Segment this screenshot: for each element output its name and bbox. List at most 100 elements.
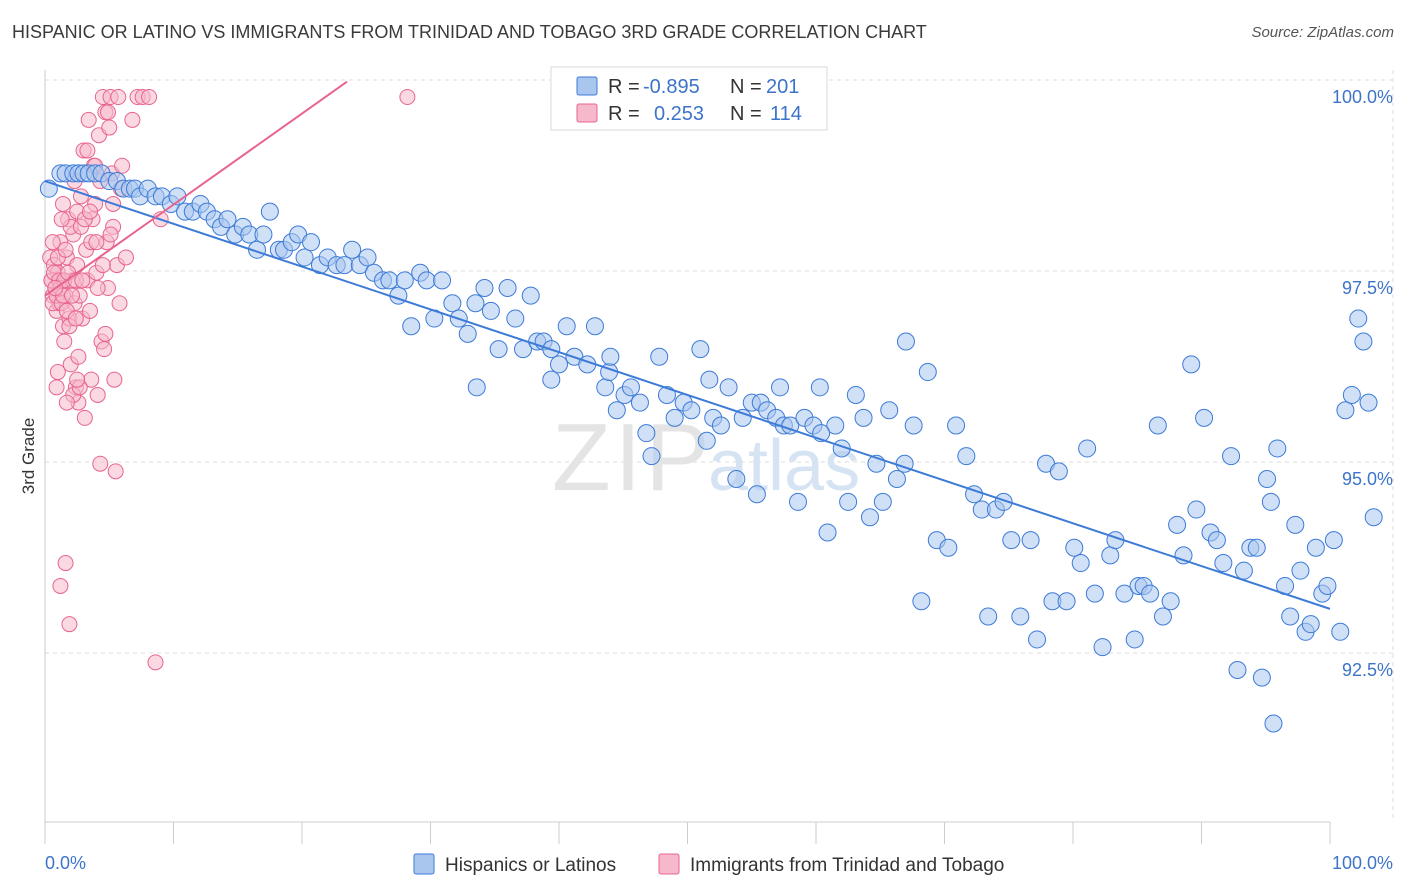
hispanic-point-80 bbox=[630, 393, 649, 412]
hispanic-point-161 bbox=[1234, 561, 1253, 580]
trinidad-point-109 bbox=[399, 89, 416, 105]
x-tick-label-0: 0.0% bbox=[45, 853, 86, 873]
hispanic-point-61 bbox=[481, 301, 500, 320]
trinidad-point-57 bbox=[117, 249, 134, 266]
hispanic-point-92 bbox=[727, 470, 746, 488]
trinidad-point-96 bbox=[94, 257, 111, 274]
trinidad-point-105 bbox=[69, 371, 86, 388]
hispanic-point-105 bbox=[826, 416, 845, 435]
hispanic-point-58 bbox=[458, 324, 477, 343]
stats-swatch-pink bbox=[576, 103, 598, 123]
trinidad-point-107 bbox=[81, 203, 98, 220]
stats-n-value-2: 114 bbox=[770, 103, 802, 125]
hispanic-point-153 bbox=[1182, 355, 1201, 374]
hispanic-point-120 bbox=[939, 538, 958, 557]
hispanic-point-86 bbox=[682, 401, 701, 420]
trinidad-point-77 bbox=[57, 241, 74, 258]
hispanic-point-188 bbox=[771, 378, 790, 397]
hispanic-point-100 bbox=[789, 492, 808, 511]
hispanic-point-167 bbox=[1264, 714, 1283, 733]
hispanic-point-157 bbox=[1207, 531, 1226, 550]
hispanic-point-137 bbox=[1071, 554, 1090, 573]
stats-n-value-1: 201 bbox=[766, 76, 799, 98]
hispanic-point-172 bbox=[1291, 561, 1310, 580]
hispanic-point-147 bbox=[1141, 584, 1160, 603]
hispanic-point-71 bbox=[557, 317, 576, 336]
hispanic-point-182 bbox=[1349, 309, 1368, 328]
hispanic-point-91 bbox=[719, 378, 738, 397]
hispanic-point-139 bbox=[1085, 584, 1104, 603]
hispanic-point-141 bbox=[1101, 546, 1120, 565]
hispanic-point-181 bbox=[1342, 385, 1361, 404]
trinidad-point-58 bbox=[124, 111, 141, 128]
hispanic-point-180 bbox=[1336, 401, 1355, 420]
hispanic-point-37 bbox=[295, 248, 314, 267]
y-tick-label-2: 97.5% bbox=[1342, 278, 1393, 298]
hispanic-point-136 bbox=[1065, 538, 1084, 557]
hispanic-point-140 bbox=[1093, 638, 1112, 657]
trinidad-point-113 bbox=[48, 379, 65, 396]
hispanic-point-179 bbox=[1331, 622, 1350, 641]
trinidad-point-31 bbox=[81, 302, 98, 319]
hispanic-point-135 bbox=[1057, 592, 1076, 611]
hispanic-point-63 bbox=[498, 279, 517, 297]
hispanic-point-103 bbox=[810, 378, 829, 397]
stats-n-label-1: N = bbox=[730, 76, 762, 98]
stats-n-label-2: N = bbox=[730, 103, 762, 125]
hispanic-point-159 bbox=[1222, 447, 1241, 466]
trinidad-point-51 bbox=[107, 463, 124, 480]
hispanic-point-184 bbox=[1359, 393, 1378, 412]
hispanic-point-26 bbox=[218, 210, 237, 229]
hispanic-point-168 bbox=[1268, 439, 1287, 458]
x-tick-label-1: 100.0% bbox=[1332, 853, 1393, 873]
trinidad-point-106 bbox=[74, 272, 91, 289]
hispanic-point-117 bbox=[912, 592, 931, 611]
hispanic-point-160 bbox=[1228, 661, 1247, 679]
hispanic-point-114 bbox=[887, 470, 906, 488]
hispanic-point-128 bbox=[1002, 531, 1021, 550]
trinidad-trend-line bbox=[44, 80, 348, 297]
trinidad-point-104 bbox=[58, 394, 75, 411]
trinidad-point-42 bbox=[96, 341, 113, 358]
hispanic-point-130 bbox=[1021, 531, 1040, 550]
hispanic-point-59 bbox=[466, 294, 485, 313]
trend-lines bbox=[44, 80, 1331, 610]
trinidad-point-50 bbox=[106, 371, 123, 388]
trinidad-point-37 bbox=[89, 386, 106, 403]
hispanic-point-108 bbox=[846, 385, 865, 404]
hispanic-point-125 bbox=[979, 607, 998, 626]
grid-layer bbox=[45, 70, 1394, 822]
hispanic-point-81 bbox=[642, 447, 661, 466]
hispanic-point-127 bbox=[994, 492, 1013, 511]
hispanic-point-70 bbox=[550, 355, 568, 374]
hispanic-point-64 bbox=[506, 309, 525, 328]
hispanic-point-178 bbox=[1324, 531, 1343, 550]
hispanic-point-38 bbox=[301, 233, 320, 252]
hispanic-point-53 bbox=[417, 271, 436, 290]
hispanic-point-118 bbox=[918, 363, 937, 382]
series-hispanics-or-latinos bbox=[39, 164, 1383, 733]
trinidad-point-98 bbox=[99, 104, 116, 121]
hispanic-point-138 bbox=[1078, 439, 1097, 458]
trinidad-point-30 bbox=[80, 111, 97, 128]
hispanic-point-187 bbox=[542, 370, 561, 389]
hispanic-point-74 bbox=[585, 317, 604, 336]
stats-r-label-1: R = bbox=[608, 76, 640, 98]
hispanic-point-131 bbox=[1028, 630, 1047, 649]
hispanic-point-123 bbox=[965, 485, 984, 504]
trinidad-point-94 bbox=[89, 280, 106, 296]
trinidad-point-95 bbox=[92, 455, 109, 472]
hispanic-point-50 bbox=[395, 271, 414, 290]
hispanic-point-150 bbox=[1161, 592, 1180, 611]
y-axis-title: 3rd Grade bbox=[19, 418, 38, 495]
watermark-atlas: atlas bbox=[708, 426, 860, 506]
hispanic-point-55 bbox=[433, 271, 452, 290]
hispanic-point-79 bbox=[621, 378, 640, 397]
trinidad-point-103 bbox=[54, 195, 71, 212]
trinidad-point-97 bbox=[97, 325, 114, 342]
chart-legend: Hispanics or Latinos Immigrants from Tri… bbox=[413, 853, 1004, 876]
hispanic-point-186 bbox=[467, 378, 486, 397]
trinidad-point-53 bbox=[110, 89, 127, 105]
